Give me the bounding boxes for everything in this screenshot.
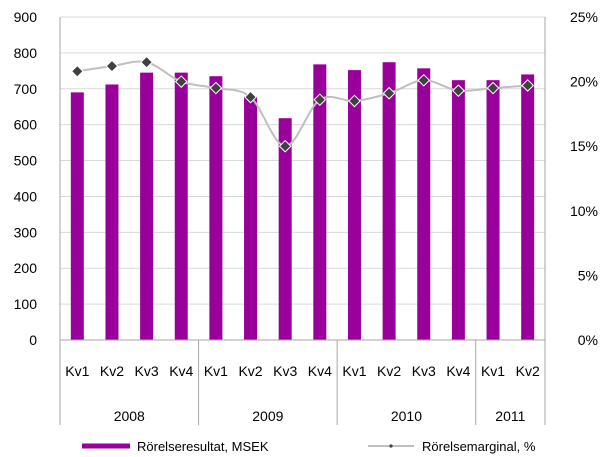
category-label: Kv2 [516,363,540,379]
legend-bar-label: Rörelseresultat, MSEK [137,439,269,454]
category-label: Kv3 [273,363,297,379]
right-tick-label: 15% [570,138,598,154]
left-tick-label: 800 [14,45,38,61]
right-tick-label: 25% [570,9,598,25]
category-labels: Kv1 Kv2 Kv3 Kv4 Kv1 Kv2 Kv3 Kv4 Kv1 Kv2 Kv3 Kv4 Kv1 K… [65,363,540,379]
legend-item-bar: Rörelseresultat, MSEK [82,439,269,454]
bar [382,62,396,340]
left-tick-label: 500 [14,153,38,169]
line-marker [486,81,500,95]
bar [105,84,119,341]
bar [278,118,292,340]
left-tick-label: 200 [14,260,38,276]
right-tick-label: 20% [570,74,598,90]
group-label: 2011 [495,408,525,424]
right-tick-label: 5% [578,267,598,283]
bar [417,68,431,341]
group-label: 2009 [252,408,283,424]
group-labels: 2008 2009 2010 2011 [114,408,526,424]
category-label: Kv3 [412,363,436,379]
line-series [70,55,535,153]
line-marker [313,93,327,107]
right-axis-ticks: 0% 5% 10% 15% 20% 25% [570,9,598,348]
bar-series [70,62,535,341]
category-label: Kv2 [238,363,262,379]
bar [313,64,327,340]
category-label: Kv4 [169,363,193,379]
line-marker [521,79,535,92]
line-marker [382,86,396,100]
right-tick-label: 0% [578,332,598,348]
line-marker [348,94,361,108]
category-label: Kv4 [308,363,332,379]
bar [244,96,258,340]
legend-line-label: Rörelsemarginal, % [422,439,536,454]
bar [451,80,465,341]
category-label: Kv1 [65,363,89,379]
line-marker [452,84,465,98]
category-label: Kv1 [204,363,228,379]
line-marker [244,90,257,104]
line-marker [70,64,84,78]
line-marker [209,81,223,95]
left-tick-label: 600 [14,117,38,133]
line-marker [140,55,153,69]
gridlines [60,16,545,305]
left-tick-label: 900 [14,9,38,25]
line-marker [174,75,188,88]
bar [209,76,223,340]
category-label: Kv3 [135,363,159,379]
left-tick-label: 300 [14,224,38,240]
category-label: Kv1 [342,363,366,379]
left-tick-label: 700 [14,81,38,97]
legend: Rörelseresultat, MSEK Rörelsemarginal, % [82,439,536,454]
bar [486,80,500,341]
group-label: 2008 [114,408,145,424]
legend-item-line: Rörelsemarginal, % [368,439,536,454]
line-marker [105,59,119,73]
bar [174,72,188,340]
category-label: Kv2 [100,363,124,379]
axes [59,17,546,425]
category-label: Kv4 [446,363,470,379]
category-label: Kv1 [481,363,505,379]
line-marker [417,73,431,87]
bar [140,72,154,340]
left-tick-label: 0 [29,332,37,348]
category-label: Kv2 [377,363,401,379]
group-label: 2010 [391,408,422,424]
left-tick-label: 100 [14,296,38,312]
legend-line-marker [389,444,393,448]
right-tick-label: 10% [570,203,598,219]
bar [70,92,84,340]
bar [347,70,361,341]
left-axis-ticks: 0 100 200 300 400 500 600 700 800 900 [14,9,38,348]
bar [521,74,535,340]
left-tick-label: 400 [14,188,38,204]
line-marker [278,139,292,153]
